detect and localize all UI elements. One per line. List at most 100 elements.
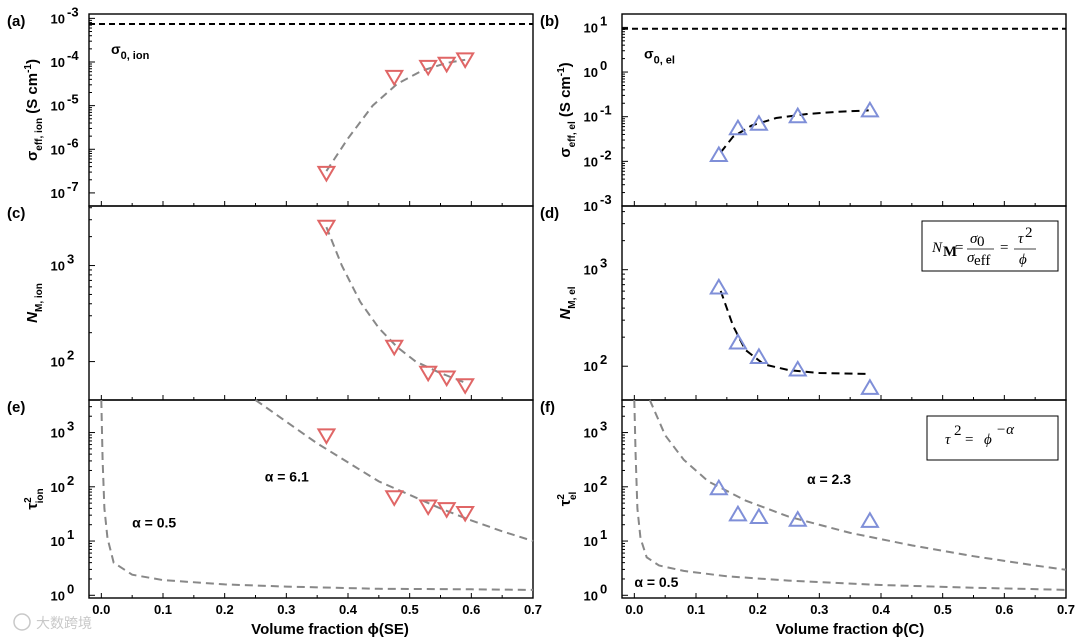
x-tick-label: 0.3 (810, 602, 828, 617)
data-point-e (384, 490, 404, 507)
data-point-a (418, 59, 438, 77)
data-point-e (418, 499, 438, 517)
y-tick-exponent: 2 (67, 348, 74, 363)
fit-curve-b-0 (719, 109, 869, 154)
data-point-b (788, 106, 808, 124)
data-point-b (709, 145, 729, 163)
y-tick-label: 10 (584, 359, 598, 374)
svg-text:N: N (931, 240, 943, 256)
annotation-e: α = 6.1 (265, 468, 309, 484)
y-tick-label: 10 (51, 588, 65, 603)
x-tick-label: 0.0 (625, 602, 643, 617)
y-tick-exponent: 1 (600, 527, 607, 542)
svg-text:=: = (955, 240, 963, 256)
svg-text:2: 2 (954, 423, 962, 439)
y-axis-label-b: σeff, el (S cm-1) (556, 62, 578, 157)
y-axis-label-d: NM, el (557, 286, 578, 319)
x-tick-label: 0.7 (524, 602, 542, 617)
fit-curve-f-0 (633, 399, 1067, 591)
data-point-a (384, 69, 404, 87)
y-tick-label: 10 (584, 426, 598, 441)
data-point-d (749, 347, 769, 364)
y-tick-exponent: 2 (600, 473, 607, 488)
panel-label-d: (d) (540, 205, 559, 222)
data-point-c (316, 219, 337, 237)
panel-d: 10 210 3(d)NM, el (540, 205, 1067, 400)
data-point-c (384, 339, 404, 357)
y-tick-exponent: 2 (67, 473, 74, 488)
fit-curve-c-0 (325, 226, 466, 384)
data-point-c (418, 365, 438, 383)
x-tick-label: 0.0 (92, 602, 110, 617)
y-tick-label: 10 (584, 263, 598, 278)
x-tick-label: 0.7 (1057, 602, 1075, 617)
svg-text:M: M (943, 244, 957, 260)
svg-text:−α: −α (996, 422, 1015, 438)
y-axis-label-f: τ2el (556, 491, 579, 506)
data-point-a (436, 56, 457, 74)
panel-label-b: (b) (540, 13, 559, 30)
panel-label-e: (e) (7, 399, 25, 416)
y-tick-label: 10 (51, 426, 65, 441)
y-axis-label-e: τ2ion (23, 488, 46, 509)
annotation-f: α = 0.5 (634, 574, 678, 590)
formula-box-d: N M = σ 0 σ eff = τ 2 ϕ (921, 220, 1059, 272)
frame-c (88, 205, 534, 401)
fit-curve-f-1 (648, 399, 1067, 571)
x-tick-label: 0.4 (872, 602, 891, 617)
y-tick-exponent: 3 (600, 256, 607, 271)
y-tick-label: 10 (584, 110, 598, 125)
svg-text:eff: eff (974, 253, 990, 269)
reference-label-b: σ0, el (644, 46, 675, 67)
data-point-e (316, 428, 337, 445)
y-tick-exponent: 3 (600, 419, 607, 434)
x-tick-label: 0.2 (749, 602, 767, 617)
svg-text:τ: τ (1018, 231, 1024, 247)
x-tick-label: 0.5 (934, 602, 952, 617)
svg-text:=: = (965, 432, 973, 448)
svg-text:2: 2 (1025, 225, 1033, 241)
x-tick-label: 0.3 (277, 602, 295, 617)
svg-text:τ: τ (945, 432, 951, 448)
panel-label-f: (f) (540, 399, 555, 416)
svg-text:σ: σ (967, 250, 975, 266)
y-tick-exponent: 1 (67, 527, 74, 542)
fit-curve-e-1 (254, 399, 534, 542)
panel-label-a: (a) (7, 13, 25, 30)
y-tick-label: 10 (584, 65, 598, 80)
svg-text:0: 0 (977, 234, 985, 250)
data-point-f (709, 478, 729, 496)
reference-label-a: σ0, ion (111, 41, 150, 62)
y-tick-exponent: -7 (67, 179, 79, 194)
y-tick-label: 10 (51, 11, 65, 26)
fit-curve-a-0 (325, 58, 466, 172)
y-tick-label: 10 (584, 199, 598, 214)
panel-label-c: (c) (7, 205, 25, 222)
x-tick-label: 0.5 (401, 602, 419, 617)
y-tick-exponent: 2 (600, 352, 607, 367)
y-tick-exponent: 0 (67, 581, 74, 596)
data-point-d (860, 378, 880, 395)
data-point-f (788, 510, 808, 527)
y-tick-exponent: -3 (600, 192, 612, 207)
panel-c: 10 210 3(c)NM, ion (7, 205, 534, 400)
y-tick-exponent: 0 (600, 58, 607, 73)
data-point-d (728, 332, 748, 350)
x-tick-label: 0.2 (216, 602, 234, 617)
x-tick-label: 0.6 (995, 602, 1013, 617)
annotation-f: α = 2.3 (807, 471, 851, 487)
x-axis-label-left: Volume fraction ϕ(SE) (251, 621, 409, 638)
data-point-d (709, 277, 729, 295)
y-tick-label: 10 (51, 142, 65, 157)
data-point-f (860, 511, 880, 528)
frame-a (88, 13, 534, 207)
y-tick-exponent: -1 (600, 103, 612, 118)
frame-e (88, 399, 534, 599)
data-point-e (436, 502, 457, 519)
y-tick-exponent: 0 (600, 581, 607, 596)
data-point-b (860, 100, 880, 118)
watermark-text: 大数跨境 (36, 616, 92, 632)
